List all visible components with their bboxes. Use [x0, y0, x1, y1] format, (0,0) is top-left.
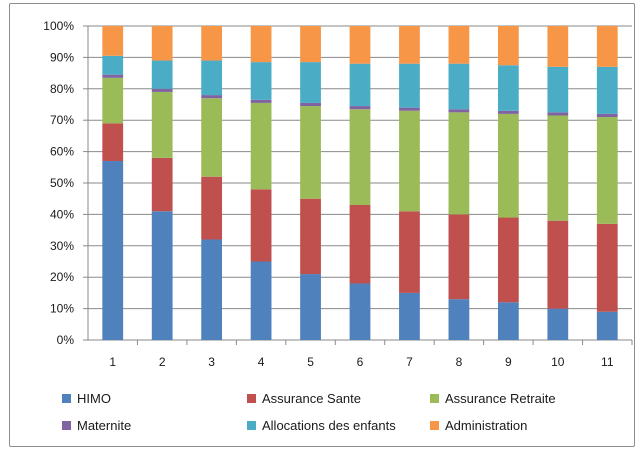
x-tick-label: 10 [551, 355, 565, 369]
bar-segment-maternite [547, 112, 569, 116]
bar-segment-himo [102, 161, 124, 340]
bar-segment-maternite [300, 102, 321, 107]
bar-segment-administration [448, 26, 470, 64]
bar-segment-himo [250, 261, 272, 340]
bar-segment-assurance-retraite [497, 113, 519, 218]
x-tick-label: 3 [208, 355, 215, 369]
bar-segment-himo [201, 239, 223, 340]
x-tick-label: 1 [109, 355, 116, 369]
bar-segment-administration [151, 26, 173, 61]
y-tick-label: 90% [50, 50, 74, 64]
bar-segment-administration [399, 26, 420, 64]
bar-segment-allocations-des-enfants [596, 66, 618, 114]
bar-segment-assurance-retraite [596, 117, 618, 224]
bar-segment-maternite [399, 107, 420, 111]
x-tick-label: 4 [258, 355, 265, 369]
bar-segment-assurance-retraite [102, 77, 124, 124]
bar-segment-assurance-retraite [448, 112, 470, 215]
bar-segment-assurance-sante [151, 157, 173, 212]
bar-segment-maternite [349, 106, 371, 110]
bar-segment-assurance-retraite [300, 106, 321, 199]
bar-segment-allocations-des-enfants [399, 63, 420, 108]
y-tick-label: 40% [50, 207, 74, 221]
bar-segment-assurance-retraite [547, 115, 569, 221]
bar-segment-himo [497, 302, 519, 340]
bar-segment-allocations-des-enfants [201, 60, 223, 96]
bar-segment-assurance-retraite [250, 102, 272, 190]
bar-segment-administration [497, 26, 519, 66]
bar-segment-allocations-des-enfants [497, 65, 519, 111]
bar-segment-assurance-sante [102, 123, 124, 162]
bar-segment-assurance-retraite [151, 91, 173, 158]
bar-segment-administration [349, 26, 371, 64]
x-tick-label: 7 [406, 355, 413, 369]
x-tick-label: 2 [159, 355, 166, 369]
bar-segment-himo [300, 274, 321, 340]
x-tick-label: 9 [505, 355, 512, 369]
bar-segment-administration [300, 26, 321, 63]
y-tick-label: 10% [50, 302, 74, 316]
bar-segment-administration [102, 26, 124, 56]
bar-segment-maternite [102, 74, 124, 78]
y-tick-label: 30% [50, 239, 74, 253]
bar-segment-maternite [497, 110, 519, 114]
bar-segment-assurance-sante [300, 198, 321, 275]
bar-segment-allocations-des-enfants [102, 55, 124, 75]
bar-segment-himo [151, 211, 173, 340]
bar-segment-allocations-des-enfants [448, 63, 470, 110]
y-tick-label: 70% [50, 113, 74, 127]
bar-segment-maternite [151, 88, 173, 92]
bar-segment-assurance-sante [250, 189, 272, 262]
bar-segment-administration [547, 26, 569, 67]
bar-segment-himo [596, 311, 618, 340]
bar-segment-assurance-retraite [349, 109, 371, 205]
bar-segment-allocations-des-enfants [547, 66, 569, 113]
y-tick-label: 60% [50, 145, 74, 159]
y-tick-label: 20% [50, 270, 74, 284]
bar-segment-assurance-retraite [201, 98, 223, 177]
y-tick-label: 100% [43, 19, 74, 33]
bar-segment-assurance-sante [547, 220, 569, 309]
bar-segment-allocations-des-enfants [349, 63, 371, 107]
y-tick-label: 50% [50, 176, 74, 190]
bar-segment-maternite [250, 99, 272, 103]
bar-segment-allocations-des-enfants [151, 60, 173, 89]
bar-segment-himo [547, 308, 569, 340]
bar-segment-assurance-sante [399, 211, 420, 293]
bar-segment-administration [250, 26, 272, 63]
bar-segment-maternite [201, 95, 223, 99]
x-tick-label: 5 [307, 355, 314, 369]
bar-segment-himo [349, 283, 371, 340]
bar-segment-maternite [448, 109, 470, 113]
bar-segment-assurance-sante [596, 223, 618, 312]
x-tick-label: 11 [601, 355, 614, 369]
bar-segment-assurance-sante [497, 217, 519, 303]
bar-segment-administration [201, 26, 223, 61]
bar-segment-himo [399, 292, 420, 340]
y-tick-label: 80% [50, 82, 74, 96]
bar-segment-assurance-sante [349, 204, 371, 284]
bar-segment-maternite [596, 113, 618, 118]
bar-segment-allocations-des-enfants [300, 62, 321, 103]
bar-segment-administration [596, 26, 618, 67]
x-tick-label: 6 [357, 355, 364, 369]
bar-segment-assurance-retraite [399, 110, 420, 212]
bar-segment-assurance-sante [448, 214, 470, 300]
y-tick-label: 0% [57, 333, 75, 347]
bar-segment-allocations-des-enfants [250, 62, 272, 100]
bar-segment-assurance-sante [201, 176, 223, 240]
x-tick-label: 8 [456, 355, 463, 369]
bar-segment-himo [448, 299, 470, 340]
